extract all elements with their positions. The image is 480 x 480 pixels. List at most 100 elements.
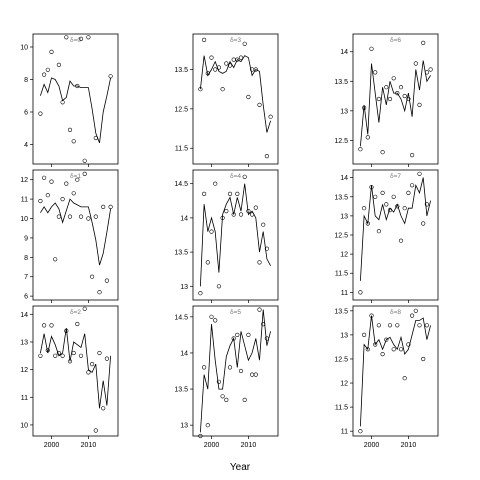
panel-title: δ=7: [390, 173, 401, 180]
data-point: [104, 356, 109, 361]
data-point: [410, 313, 415, 318]
panel-frame-8: [192, 305, 279, 437]
panel-title: δ=4: [230, 173, 241, 180]
data-point: [421, 356, 426, 362]
data-point: [104, 278, 109, 283]
data-point: [384, 85, 389, 90]
data-point: [213, 318, 218, 323]
y-tick-label: 12.5: [174, 106, 188, 113]
data-point: [53, 257, 58, 262]
y-tick-label: 8: [24, 77, 28, 84]
y-tick-label: 11: [21, 395, 28, 402]
data-point: [365, 347, 370, 352]
series-line-6: [360, 177, 431, 281]
data-point: [86, 370, 91, 375]
y-tick-label: 10: [20, 422, 28, 429]
data-point: [413, 61, 418, 66]
data-point: [380, 190, 385, 195]
y-tick-label: 14: [340, 175, 348, 182]
panel-title: δ=1: [70, 173, 81, 180]
panel-title: δ=8: [390, 309, 401, 316]
data-point: [93, 135, 98, 141]
y-tick-label: 14.5: [174, 181, 188, 188]
y-tick-label: 8: [24, 255, 28, 262]
y-tick-label: 12.5: [334, 233, 348, 240]
data-point: [231, 212, 236, 217]
data-point: [395, 323, 400, 328]
data-point: [71, 191, 76, 196]
data-point: [213, 181, 218, 186]
series-line-8: [200, 309, 271, 433]
data-point: [369, 46, 374, 51]
data-point: [398, 238, 404, 243]
y-tick-label: 13: [340, 332, 348, 339]
data-point: [406, 190, 411, 195]
series-line-5: [200, 183, 271, 287]
data-point: [38, 198, 43, 204]
data-point: [202, 191, 207, 196]
data-point: [384, 337, 389, 342]
data-point: [410, 183, 415, 188]
data-point: [89, 362, 95, 367]
x-tick-label: 2000: [364, 442, 380, 449]
data-point: [261, 222, 266, 227]
data-point: [376, 323, 382, 328]
data-point: [56, 350, 62, 356]
data-point: [220, 394, 225, 399]
y-tick-label: 12.5: [334, 356, 348, 363]
data-point: [391, 194, 396, 199]
data-point: [41, 72, 47, 77]
data-point: [384, 202, 389, 207]
data-point: [376, 229, 382, 234]
panel-frame-6: [352, 169, 439, 301]
panel-title: δ=0: [70, 37, 81, 44]
data-point: [205, 423, 210, 428]
data-point: [49, 49, 54, 55]
y-tick-label: 11.5: [335, 405, 348, 412]
data-point: [67, 359, 73, 364]
y-tick-label: 13: [180, 423, 188, 430]
data-point: [71, 139, 76, 144]
y-tick-label: 11: [341, 290, 348, 297]
data-point: [373, 342, 378, 347]
x-axis-label: Year: [230, 462, 251, 473]
data-point: [56, 214, 62, 219]
x-tick-label: 2000: [44, 442, 60, 449]
data-point: [216, 284, 221, 289]
data-point: [93, 428, 98, 433]
data-point: [224, 209, 229, 214]
data-point: [358, 290, 363, 295]
data-point: [45, 193, 50, 198]
data-point: [238, 212, 244, 217]
data-point: [209, 229, 214, 234]
y-tick-label: 4: [24, 142, 28, 149]
panel-title: δ=2: [70, 309, 81, 316]
data-point: [89, 274, 95, 279]
data-point: [108, 74, 113, 79]
data-point: [78, 36, 84, 42]
data-point: [41, 175, 47, 180]
y-tick-label: 10: [20, 216, 28, 223]
data-point: [45, 348, 50, 353]
data-point: [67, 127, 73, 132]
data-point: [202, 37, 207, 43]
data-point: [224, 61, 229, 66]
data-point: [209, 314, 214, 319]
data-point: [64, 35, 69, 40]
data-point: [78, 353, 84, 358]
data-point: [365, 221, 370, 226]
data-point: [41, 323, 47, 328]
data-point: [64, 181, 69, 186]
data-point: [49, 323, 54, 328]
data-point: [101, 406, 106, 411]
data-point: [253, 67, 258, 72]
data-point: [238, 55, 244, 60]
data-point: [60, 100, 65, 105]
panel-frame-7: [32, 305, 119, 437]
x-tick-label: 2000: [204, 442, 220, 449]
data-point: [264, 154, 270, 159]
data-point: [56, 62, 62, 68]
data-point: [406, 342, 411, 347]
data-point: [387, 323, 393, 328]
data-point: [380, 352, 385, 357]
